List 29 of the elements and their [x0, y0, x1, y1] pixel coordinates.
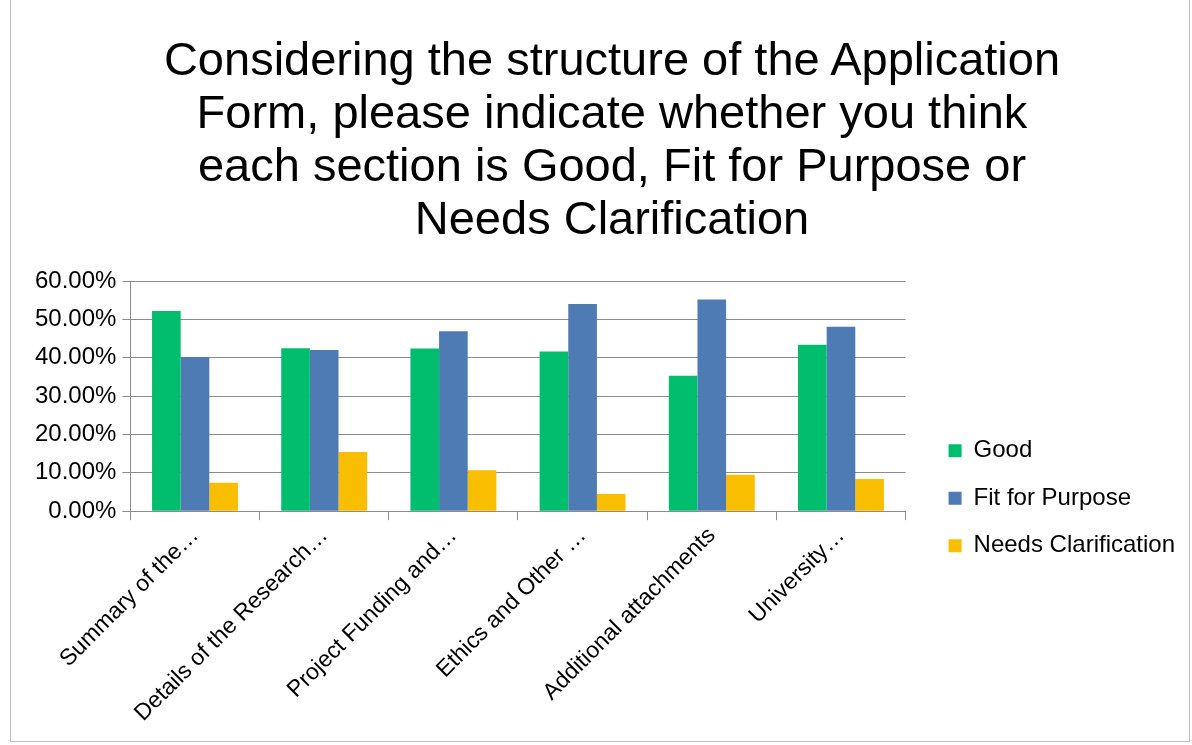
bar — [410, 348, 440, 511]
y-tick-label: 60.00% — [34, 265, 117, 293]
bar — [596, 493, 626, 511]
bar — [539, 351, 569, 511]
bar — [152, 310, 181, 511]
y-tick-label: 40.00% — [34, 342, 117, 370]
bar — [439, 331, 468, 511]
bar — [697, 299, 727, 511]
bar — [726, 474, 755, 511]
y-tick-label: 50.00% — [34, 303, 117, 331]
bar — [209, 482, 238, 511]
bar — [338, 452, 368, 511]
bar — [798, 344, 827, 511]
bar — [668, 375, 698, 511]
y-tick-label: 20.00% — [34, 419, 117, 447]
legend-label: Fit for Purpose — [973, 482, 1131, 510]
y-tick-label: 0.00% — [48, 495, 117, 523]
bar — [180, 356, 210, 511]
y-tick-label: 10.00% — [34, 457, 117, 485]
bar — [855, 478, 884, 511]
legend-label: Needs Clarification — [973, 530, 1175, 558]
chart-title: Considering the structure of the Application Form, please indicate whether you think each section is Good, Fit for Purpose or Needs Clarification — [162, 32, 1062, 244]
legend-label: Good — [973, 435, 1033, 463]
bar — [568, 304, 597, 511]
bar — [467, 470, 497, 511]
y-tick-label: 30.00% — [34, 380, 117, 408]
bar — [309, 350, 339, 511]
bar — [826, 326, 856, 511]
bar — [281, 348, 310, 511]
